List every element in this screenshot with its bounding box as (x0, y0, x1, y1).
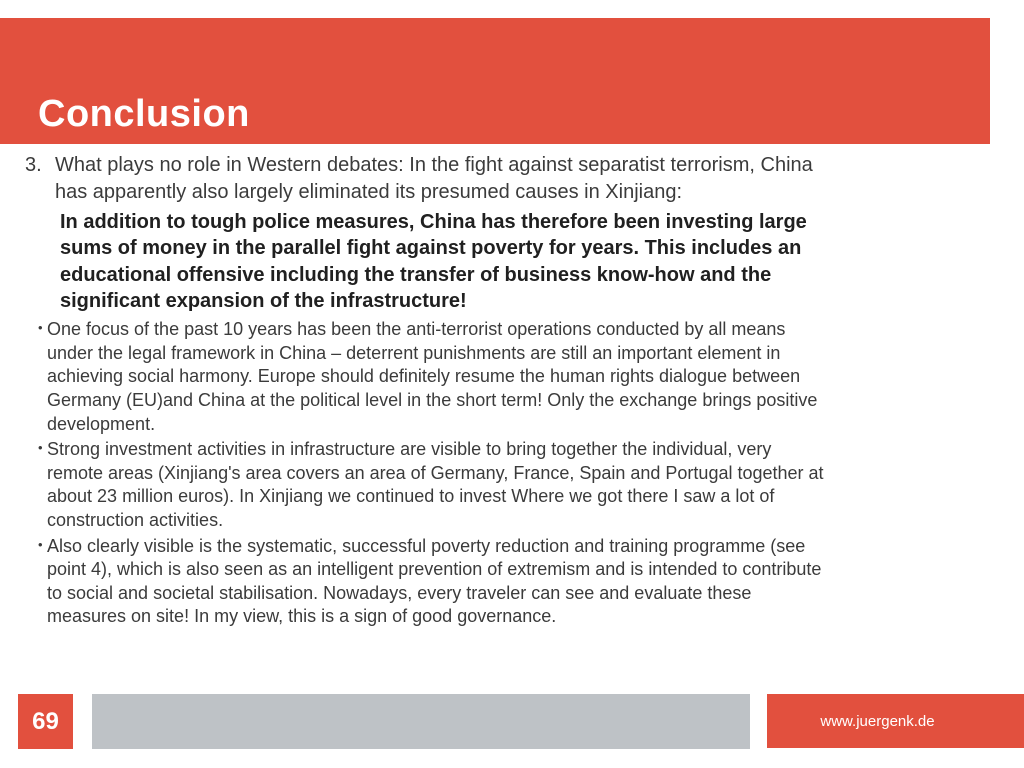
bullet-icon: • (38, 320, 43, 336)
bullet-text: Strong investment activities in infrastr… (47, 439, 824, 530)
list-item: • Strong investment activities in infras… (38, 438, 990, 532)
bullet-list: • One focus of the past 10 years has bee… (38, 318, 990, 629)
slide-header-banner: Conclusion (0, 18, 990, 144)
page-number: 69 (32, 707, 59, 735)
bullet-text: Also clearly visible is the systematic, … (47, 535, 822, 627)
website-label: www.juergenk.de (820, 712, 935, 730)
bullet-icon: • (38, 536, 43, 552)
slide-body: 3. What plays no role in Western debates… (25, 152, 990, 629)
emphasis-paragraph: In addition to tough police measures, Ch… (60, 211, 807, 312)
list-item: • One focus of the past 10 years has bee… (38, 318, 990, 436)
footer-divider-bar (92, 694, 750, 749)
page-number-badge: 69 (18, 694, 73, 749)
list-item: • Also clearly visible is the systematic… (38, 535, 990, 629)
slide-title: Conclusion (38, 93, 250, 135)
item-number: 3. (25, 154, 42, 176)
bullet-text: One focus of the past 10 years has been … (47, 319, 818, 434)
footer-website-bar: www.juergenk.de (767, 694, 1024, 748)
numbered-item: 3. What plays no role in Western debates… (25, 152, 990, 206)
bullet-icon: • (38, 440, 43, 456)
item-text: What plays no role in Western debates: I… (55, 154, 813, 203)
